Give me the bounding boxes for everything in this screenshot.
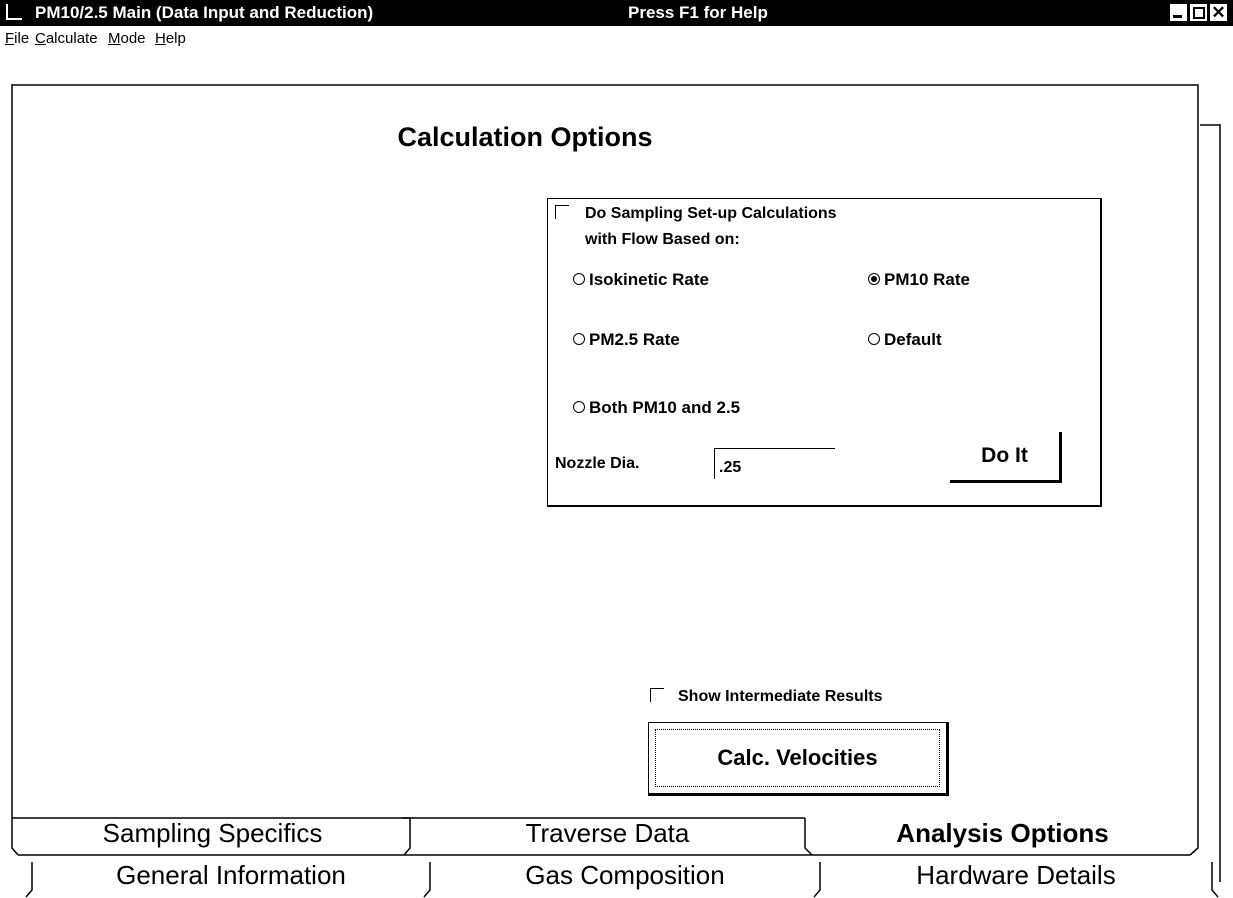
radio-button[interactable] [573,333,585,345]
intermediate-label: Show Intermediate Results [678,688,883,705]
tab[interactable]: Traverse Data [525,818,690,848]
radio-button[interactable] [868,273,880,285]
help-hint: Press F1 for Help [628,3,768,22]
setup-checkbox[interactable]: ✕ [555,205,569,219]
window-title: PM10/2.5 Main (Data Input and Reduction) [35,3,374,22]
radio-label: Both PM10 and 2.5 [589,398,741,417]
radio-button[interactable] [868,333,880,345]
nozzle-input[interactable]: .25 [714,448,835,479]
minimize-button[interactable] [1170,4,1187,21]
menu-file[interactable]: File [5,30,30,47]
tab[interactable]: Hardware Details [916,860,1116,890]
menu-calculate[interactable]: Calculate [35,30,98,47]
tab[interactable]: General Information [116,860,346,890]
radio-label: Default [884,330,942,349]
radio-button[interactable] [573,401,585,413]
setup-checkbox-label: Do Sampling Set-up Calculations [585,205,837,222]
heading: Calculation Options [397,122,653,152]
title-bar: PM10/2.5 Main (Data Input and Reduction)… [0,0,1233,26]
radio-label: PM10 Rate [884,270,970,289]
menu-mode[interactable]: Mode [108,30,146,47]
menu-help[interactable]: Help [155,30,186,47]
nozzle-label: Nozzle Dia. [555,455,640,472]
radio-button[interactable] [573,273,585,285]
close-button[interactable]: ✕ [1210,3,1227,22]
tab[interactable]: Analysis Options [896,818,1109,848]
tab[interactable]: Sampling Specifics [102,818,323,848]
maximize-button[interactable] [1190,4,1207,21]
intermediate-checkbox[interactable]: ✕ [650,688,664,702]
radio-dot [871,276,877,282]
radio-label: PM2.5 Rate [589,330,680,349]
do-it-label: Do It [981,444,1028,467]
radio-label: Isokinetic Rate [589,270,709,289]
calc-button[interactable]: Calc. Velocities [648,722,949,796]
setup-group [547,198,1102,507]
nozzle-value: .25 [719,459,742,476]
calc-label: Calc. Velocities [717,745,878,770]
setup-checkbox-label: with Flow Based on: [585,231,740,248]
tab[interactable]: Gas Composition [525,860,725,890]
system-menu[interactable] [6,4,22,20]
do-it-button[interactable]: Do It [950,432,1062,483]
